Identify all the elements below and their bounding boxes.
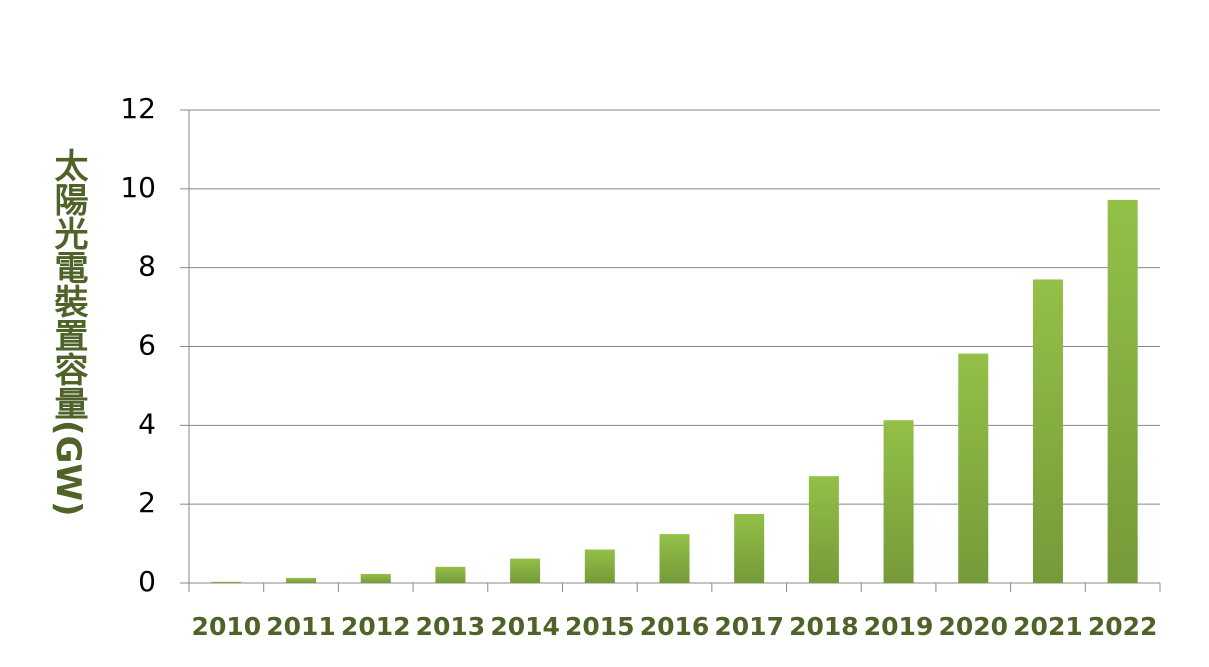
bar-shade (510, 558, 541, 583)
y-tick-label: 8 (138, 250, 156, 283)
y-tick-label: 10 (120, 171, 156, 204)
bar-shade (1032, 279, 1063, 583)
bar-shade (360, 573, 391, 583)
bar-shade (808, 476, 839, 583)
y-tick-label: 2 (138, 486, 156, 519)
x-tick-label: 2017 (714, 612, 784, 641)
bar-shade (883, 420, 914, 583)
y-tick-label: 4 (138, 407, 156, 440)
x-tick-label: 2012 (341, 612, 411, 641)
x-tick-label: 2015 (565, 612, 635, 641)
x-tick-label: 2019 (864, 612, 934, 641)
bar-shade (659, 534, 690, 583)
y-tick-label: 12 (120, 92, 156, 125)
x-tick-label: 2022 (1088, 612, 1158, 641)
bar-shade (1107, 199, 1138, 583)
x-tick-label: 2020 (938, 612, 1008, 641)
y-tick-label: 6 (138, 329, 156, 362)
bar-shade (435, 566, 466, 583)
x-tick-label: 2018 (789, 612, 859, 641)
bar-shade (286, 577, 317, 583)
y-tick-label: 0 (138, 565, 156, 598)
x-tick-label: 2010 (192, 612, 262, 641)
x-tick-label: 2021 (1013, 612, 1083, 641)
x-tick-label: 2016 (640, 612, 710, 641)
x-tick-label: 2011 (266, 612, 336, 641)
x-tick-label: 2014 (490, 612, 560, 641)
bar-shade (734, 514, 765, 583)
bar-shade (958, 353, 989, 583)
bar-shade (211, 581, 242, 583)
y-axis-label: 太陽光電裝置容量(GW) (48, 148, 88, 517)
x-tick-label: 2013 (416, 612, 486, 641)
bar-shade (584, 549, 615, 583)
